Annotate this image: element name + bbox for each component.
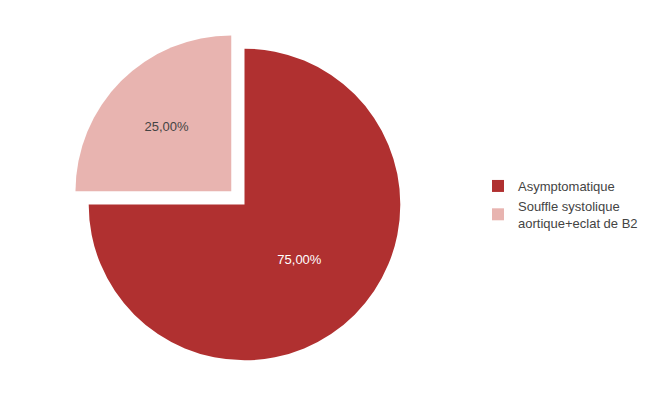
svg-text:Souffle systoliqueaortique+ecl: Souffle systoliqueaortique+eclat de B2 (518, 199, 638, 231)
svg-text:Asymptomatique: Asymptomatique (518, 179, 615, 194)
svg-text:25,00%: 25,00% (144, 119, 189, 134)
svg-text:75,00%: 75,00% (277, 252, 322, 267)
